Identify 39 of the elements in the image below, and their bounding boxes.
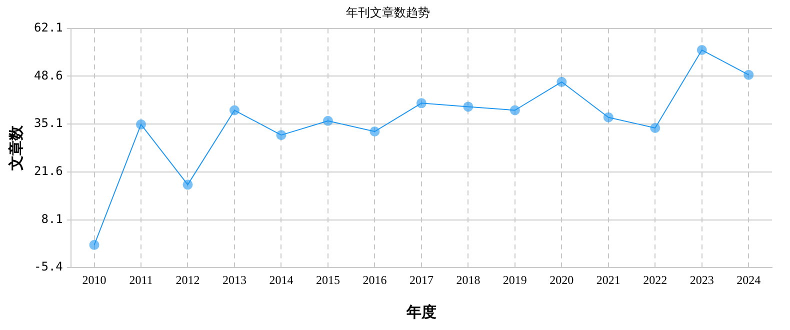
y-tick-label: 21.6 xyxy=(34,164,63,178)
y-tick-label: 35.1 xyxy=(34,116,63,130)
x-tick-label: 2011 xyxy=(129,272,153,287)
x-tick-label: 2022 xyxy=(643,272,668,287)
x-tick-label: 2018 xyxy=(456,272,480,287)
x-tick-label: 2014 xyxy=(269,272,294,287)
y-axis-title: 文章数 xyxy=(6,124,25,172)
y-tick-label: -5.4 xyxy=(34,260,63,274)
x-tick-label: 2024 xyxy=(736,272,761,287)
x-tick-label: 2012 xyxy=(176,272,200,287)
point xyxy=(650,122,660,133)
point xyxy=(556,76,567,87)
point xyxy=(510,105,520,116)
y-tick-label: 62.1 xyxy=(34,20,63,35)
point xyxy=(603,112,614,122)
y-tick-label: 8.1 xyxy=(41,212,63,226)
point xyxy=(370,126,380,137)
point xyxy=(322,116,333,126)
y-tick-label: 48.6 xyxy=(34,68,63,82)
x-tick-label: 2021 xyxy=(596,272,620,287)
point xyxy=(744,70,754,80)
x-tick-label: 2020 xyxy=(550,272,574,287)
point xyxy=(89,240,100,250)
x-tick-label: 2017 xyxy=(409,272,434,287)
point xyxy=(463,102,474,112)
point xyxy=(276,130,286,140)
point xyxy=(416,98,426,108)
x-tick-label: 2016 xyxy=(362,272,387,287)
point xyxy=(182,180,193,190)
point xyxy=(229,105,240,116)
x-tick-label: 2010 xyxy=(82,272,106,287)
x-tick-label: 2013 xyxy=(222,272,246,287)
x-tick-label: 2015 xyxy=(316,272,340,287)
point xyxy=(696,45,707,56)
x-axis-title: 年度 xyxy=(405,302,436,321)
x-tick-label: 2019 xyxy=(502,272,527,287)
x-tick-label: 2023 xyxy=(690,272,714,287)
chart-title: 年刊文章数趋势 xyxy=(346,5,430,20)
point xyxy=(136,119,146,130)
